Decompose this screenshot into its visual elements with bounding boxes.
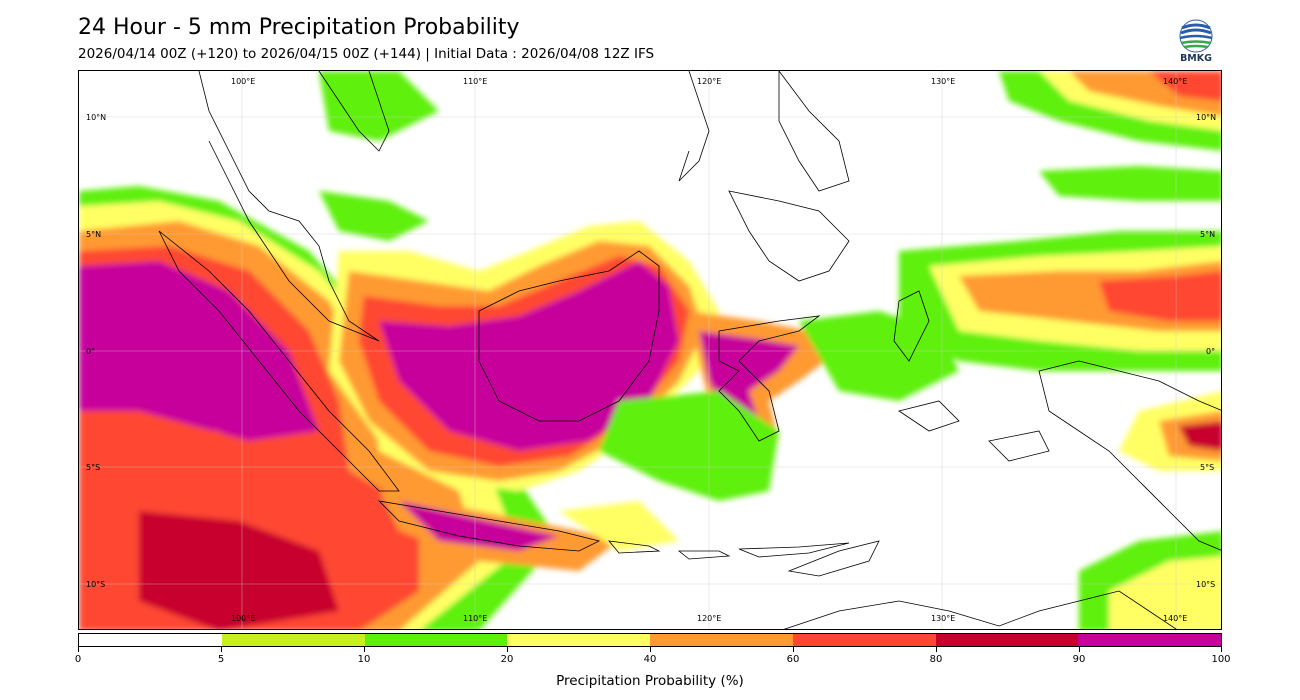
lon-label-top: 120°E — [697, 77, 721, 86]
lon-label-bottom: 110°E — [463, 614, 487, 623]
lat-label-left: 10°N — [86, 113, 106, 122]
colorbar-tick — [936, 647, 937, 652]
colorbar-segment — [221, 634, 365, 646]
colorbar-label: 60 — [786, 654, 800, 665]
colorbar-label: 40 — [643, 654, 657, 665]
precipitation-field — [79, 71, 1221, 629]
lon-label-bottom: 100°E — [231, 614, 255, 623]
colorbar-tick — [1221, 647, 1222, 652]
colorbar-label: 80 — [929, 654, 943, 665]
lon-label-top: 110°E — [463, 77, 487, 86]
lat-label-left: 5°S — [86, 463, 100, 472]
lat-label-left: 0° — [86, 347, 95, 356]
lon-label-top: 140°E — [1163, 77, 1187, 86]
colorbar-label: 100 — [1211, 654, 1231, 665]
lon-labels-bottom: 100°E 110°E 120°E 130°E 140°E — [231, 614, 1187, 623]
lat-label-right: 10°N — [1196, 113, 1216, 122]
colorbar — [78, 633, 1222, 647]
lat-labels-left: 10°N 5°N 0° 5°S 10°S — [86, 113, 106, 589]
map-title: 24 Hour - 5 mm Precipitation Probability — [78, 15, 520, 40]
colorbar-tick — [650, 647, 651, 652]
lon-label-bottom: 140°E — [1163, 614, 1187, 623]
colorbar-label: 20 — [500, 654, 514, 665]
bmkg-logo — [1176, 18, 1216, 66]
colorbar-title: Precipitation Probability (%) — [556, 673, 744, 689]
lon-label-top: 100°E — [231, 77, 255, 86]
lat-label-right: 0° — [1206, 347, 1215, 356]
lon-label-bottom: 120°E — [697, 614, 721, 623]
lon-label-bottom: 130°E — [931, 614, 955, 623]
colorbar-segment — [364, 634, 508, 646]
colorbar-tick — [221, 647, 222, 652]
colorbar-tick — [78, 647, 79, 652]
map-canvas: 100°E 110°E 120°E 130°E 140°E 100°E 110°… — [79, 71, 1221, 629]
colorbar-tick — [793, 647, 794, 652]
colorbar-tick — [507, 647, 508, 652]
colorbar-tick — [364, 647, 365, 652]
colorbar-segment — [935, 634, 1079, 646]
lat-label-left: 5°N — [86, 230, 101, 239]
colorbar-segment — [507, 634, 650, 646]
precipitation-map[interactable]: 100°E 110°E 120°E 130°E 140°E 100°E 110°… — [78, 70, 1222, 630]
colorbar-label: 90 — [1072, 654, 1086, 665]
lat-labels-right: 10°N 5°N 0° 5°S 10°S — [1196, 113, 1216, 589]
colorbar-segment — [1078, 634, 1221, 646]
map-subtitle: 2026/04/14 00Z (+120) to 2026/04/15 00Z … — [78, 46, 655, 62]
lat-label-right: 5°N — [1200, 230, 1215, 239]
colorbar-tick — [1079, 647, 1080, 652]
lon-label-top: 130°E — [931, 77, 955, 86]
coastlines — [158, 71, 1221, 629]
colorbar-label: 0 — [74, 654, 82, 665]
colorbar-segment — [650, 634, 793, 646]
colorbar-label: 5 — [217, 654, 225, 665]
colorbar-segment — [79, 634, 222, 646]
lat-label-right: 10°S — [1196, 580, 1215, 589]
lat-label-right: 5°S — [1200, 463, 1214, 472]
colorbar-segment — [792, 634, 936, 646]
lon-labels-top: 100°E 110°E 120°E 130°E 140°E — [231, 77, 1187, 86]
lat-label-left: 10°S — [86, 580, 105, 589]
logo-text: BMKG — [1180, 53, 1212, 64]
colorbar-label: 10 — [357, 654, 371, 665]
